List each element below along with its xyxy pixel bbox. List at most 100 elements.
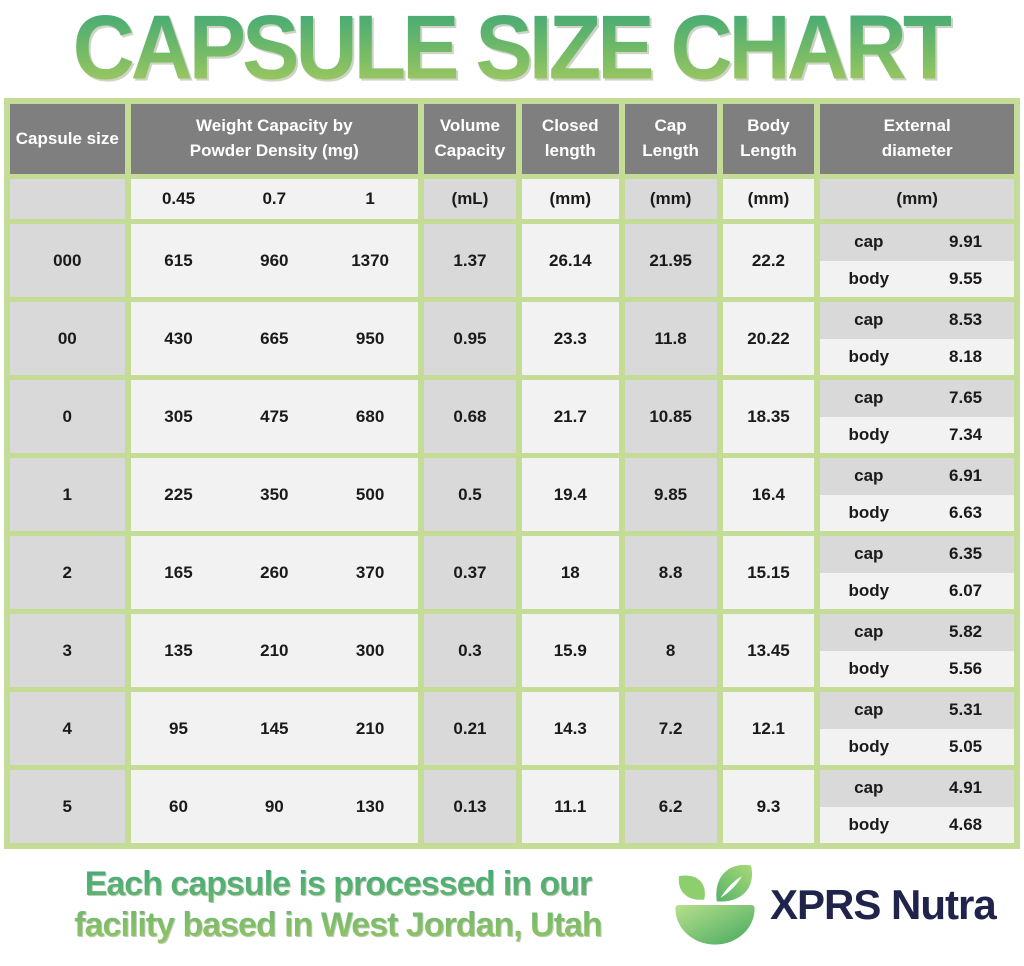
table-row: 3 135 210 300 0.3 15.9 8 13.45 cap 5.82 … [10,614,1014,687]
external-body-subrow: body 5.05 [820,728,1014,765]
volume-cell: 0.68 [424,380,516,453]
external-cap-subrow: cap 9.91 [820,224,1014,261]
header-cap-length: Cap Length [624,104,717,174]
cap-length-cell: 8.8 [624,536,717,609]
external-cap-subrow: cap 5.31 [820,692,1014,729]
external-body-subrow: body 9.55 [820,260,1014,297]
external-diameter-cell: cap 6.91 body 6.63 [820,458,1014,531]
volume-cell: 0.13 [424,770,516,843]
capsule-size-cell: 0 [10,380,125,453]
table-row: 0 305 475 680 0.68 21.7 10.85 18.35 cap … [10,380,1014,453]
table-row: 00 430 665 950 0.95 23.3 11.8 20.22 cap … [10,302,1014,375]
external-cap-subrow: cap 4.91 [820,770,1014,807]
body-length-cell: 15.15 [722,536,815,609]
bowl-shape [675,904,755,945]
external-body-label: body [848,736,890,756]
external-cap-label: cap [854,778,884,798]
external-body-subrow: body 6.07 [820,572,1014,609]
external-cap-value: 6.91 [949,466,983,486]
external-diameter-cell: cap 6.35 body 6.07 [820,536,1014,609]
cap-length-cell: 6.2 [624,770,717,843]
external-body-subrow: body 8.18 [820,338,1014,375]
cap-length-cell: 10.85 [624,380,717,453]
volume-cell: 0.37 [424,536,516,609]
header-volume-capacity: Volume Capacity [424,104,516,174]
external-cap-value: 9.91 [949,232,983,252]
closed-length-cell: 11.1 [521,770,619,843]
header-external-diameter: External diameter [820,104,1014,174]
volume-cell: 0.5 [424,458,516,531]
external-diameter-cell: cap 5.31 body 5.05 [820,692,1014,765]
weight-values-cell: 305 475 680 [130,380,419,453]
cap-length-cell: 11.8 [624,302,717,375]
external-body-subrow: body 6.63 [820,494,1014,531]
body-length-cell: 18.35 [722,380,815,453]
external-cap-value: 6.35 [949,544,983,564]
external-diameter-cell: cap 5.82 body 5.56 [820,614,1014,687]
table-row: 4 95 145 210 0.21 14.3 7.2 12.1 cap 5.31… [10,692,1014,765]
body-length-cell: 20.22 [722,302,815,375]
body-length-cell: 9.3 [722,770,815,843]
weight-values-cell: 60 90 130 [130,770,419,843]
body-length-cell: 22.2 [722,224,815,297]
external-diameter-cell: cap 7.65 body 7.34 [820,380,1014,453]
external-cap-subrow: cap 8.53 [820,302,1014,339]
left-leaf-icon [678,875,705,900]
external-body-value: 8.18 [949,346,983,366]
page-title: CAPSULE SIZE CHART [72,0,956,99]
external-body-label: body [848,814,890,834]
brand-logo: XPRS Nutra [670,861,997,949]
pestle-slash [720,875,742,898]
volume-cell: 0.3 [424,614,516,687]
table-row: 5 60 90 130 0.13 11.1 6.2 9.3 cap 4.91 b… [10,770,1014,843]
table-units-row: 0.45 0.7 1 (mL) (mm) (mm) (mm) (mm) [10,179,1014,219]
weight-values-cell: 135 210 300 [130,614,419,687]
cap-length-cell: 9.85 [624,458,717,531]
units-closed: (mm) [521,179,619,219]
external-body-value: 7.34 [949,424,983,444]
external-cap-value: 7.65 [949,388,983,408]
body-length-cell: 12.1 [722,692,815,765]
footer: Each capsule is processed in our facilit… [0,849,1024,966]
capsule-size-cell: 000 [10,224,125,297]
capsule-size-table: Capsule size Weight Capacity by Powder D… [4,98,1020,849]
body-length-cell: 13.45 [722,614,815,687]
closed-length-cell: 19.4 [521,458,619,531]
table-row: 1 225 350 500 0.5 19.4 9.85 16.4 cap 6.9… [10,458,1014,531]
header-body-length: Body Length [722,104,815,174]
table-row: 2 165 260 370 0.37 18 8.8 15.15 cap 6.35… [10,536,1014,609]
external-cap-subrow: cap 7.65 [820,380,1014,417]
external-cap-value: 5.82 [949,622,983,642]
table-header-row: Capsule size Weight Capacity by Powder D… [10,104,1014,174]
external-body-value: 5.05 [949,736,983,756]
external-cap-value: 4.91 [949,778,983,798]
external-body-value: 9.55 [949,268,983,288]
closed-length-cell: 23.3 [521,302,619,375]
external-body-value: 6.63 [949,502,983,522]
weight-values-cell: 225 350 500 [130,458,419,531]
units-densities: 0.45 0.7 1 [130,179,419,219]
capsule-size-cell: 4 [10,692,125,765]
external-cap-value: 5.31 [949,700,983,720]
external-body-label: body [848,502,890,522]
units-volume: (mL) [424,179,516,219]
body-length-cell: 16.4 [722,458,815,531]
table-row: 000 615 960 1370 1.37 26.14 21.95 22.2 c… [10,224,1014,297]
external-cap-label: cap [854,310,884,330]
header-weight-capacity: Weight Capacity by Powder Density (mg) [130,104,419,174]
capsule-size-cell: 3 [10,614,125,687]
external-body-subrow: body 5.56 [820,650,1014,687]
units-external: (mm) [820,179,1014,219]
title-bar: CAPSULE SIZE CHART [0,0,1024,98]
external-body-label: body [848,580,890,600]
external-body-value: 5.56 [949,658,983,678]
brand-name: XPRS Nutra [770,880,997,928]
volume-cell: 1.37 [424,224,516,297]
volume-cell: 0.21 [424,692,516,765]
footer-note: Each capsule is processed in our facilit… [18,864,658,944]
external-cap-subrow: cap 5.82 [820,614,1014,651]
capsule-size-cell: 00 [10,302,125,375]
closed-length-cell: 21.7 [521,380,619,453]
cap-length-cell: 8 [624,614,717,687]
external-body-subrow: body 4.68 [820,806,1014,843]
